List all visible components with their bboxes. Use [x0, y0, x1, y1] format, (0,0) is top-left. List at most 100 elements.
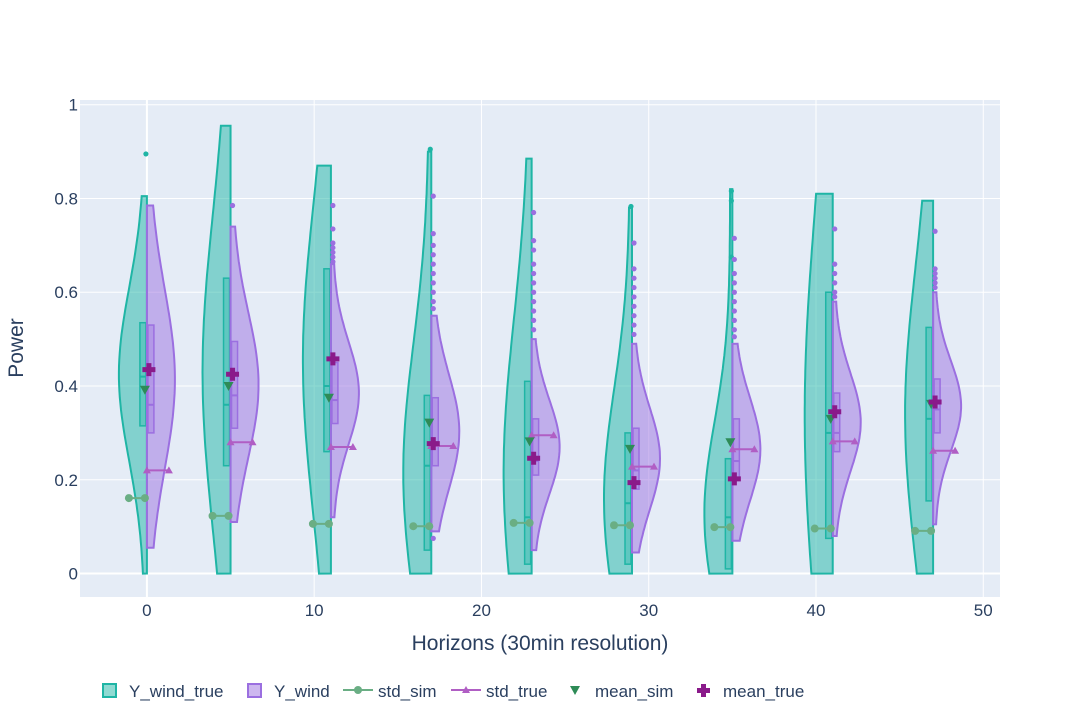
violin-y-wind-true-outlier — [427, 146, 433, 152]
std-true-point — [951, 446, 960, 454]
legend-marker-std-sim — [354, 686, 362, 694]
mean-true-point — [226, 367, 240, 381]
violin-y-wind-outlier — [531, 247, 537, 253]
violin-y-wind-true-box — [925, 326, 933, 502]
violin-y-wind-shape — [329, 263, 360, 519]
violin-y-wind-outlier — [531, 308, 537, 314]
mean-sim-point — [223, 382, 234, 392]
violin-y-wind-outlier — [631, 313, 637, 319]
mean-true-point — [627, 476, 641, 490]
std-sim-point — [525, 518, 534, 527]
std-sim-point — [826, 524, 835, 533]
markers-layer — [124, 352, 960, 535]
violin-y-wind-true-outlier — [628, 203, 634, 210]
violin-y-wind-outlier — [932, 270, 938, 277]
y-tick-label: 0.2 — [54, 471, 78, 490]
legend-item-std-sim[interactable]: std_sim — [343, 682, 437, 701]
violin-y-wind-outlier — [631, 303, 637, 309]
violin-y-wind-outlier — [631, 284, 637, 291]
legend-label-mean-sim: mean_sim — [595, 682, 673, 701]
violin-y-wind-outlier — [631, 266, 637, 272]
y-tick-labels: 0 0.2 0.4 0.6 0.8 1 — [54, 96, 78, 584]
violin-y-wind-outlier — [731, 256, 737, 263]
violin-y-wind-true-shape — [117, 195, 148, 575]
violin-y-wind-true-outlier — [728, 188, 734, 194]
violin-y-wind-outlier — [330, 249, 336, 255]
violin-y-wind-outlier — [229, 202, 236, 209]
legend-label-y-wind-true: Y_wind_true — [129, 682, 224, 701]
violin-y-wind-outlier — [330, 245, 336, 251]
violin-y-wind-true-box — [523, 380, 532, 565]
violin-y-wind-outlier — [731, 270, 737, 277]
std-sim-point — [409, 522, 418, 531]
legend-item-std-true[interactable]: std_true — [451, 682, 547, 701]
violin-y-wind-outlier — [631, 331, 637, 338]
legend-item-mean-true[interactable]: mean_true — [697, 682, 804, 701]
std-sim-point — [927, 526, 936, 535]
mean-sim-point — [524, 437, 535, 447]
violin-y-wind-box — [147, 324, 155, 434]
violin-y-wind-outlier — [430, 306, 436, 312]
violin-y-wind-outlier — [330, 226, 336, 232]
legend-marker-mean-sim — [570, 686, 580, 695]
std-sim-point — [308, 519, 317, 528]
violin-y-wind-outlier — [531, 270, 537, 277]
std-true-point — [449, 442, 458, 450]
legend-label-mean-true: mean_true — [723, 682, 804, 701]
mean-sim-point — [625, 444, 635, 454]
std-sim-point — [626, 521, 634, 530]
violin-y-wind-outlier — [731, 235, 737, 241]
std-sim-point — [208, 511, 217, 520]
legend-label-std-true: std_true — [486, 682, 547, 701]
mean-true-point — [527, 451, 541, 465]
legend-swatch-y-wind — [247, 683, 262, 698]
x-tick-label: 50 — [974, 601, 993, 620]
violin-y-wind-outlier — [330, 259, 336, 265]
x-axis-title: Horizons (30min resolution) — [412, 632, 669, 655]
violin-y-wind-outlier — [430, 261, 436, 267]
std-true-point — [527, 431, 536, 439]
violin-y-wind-outlier — [430, 231, 436, 237]
std-sim-point — [710, 523, 719, 532]
y-tick-label: 0.6 — [54, 283, 78, 302]
std-sim-point — [124, 494, 133, 503]
violin-y-wind-true-box — [724, 457, 733, 570]
std-true-point — [549, 431, 558, 439]
violin-y-wind-shape — [631, 342, 662, 554]
legend-item-y-wind[interactable]: Y_wind — [247, 682, 330, 701]
violin-y-wind-outlier — [430, 280, 436, 286]
violin-y-wind-outlier — [631, 275, 637, 281]
violin-y-wind-outlier — [531, 299, 537, 305]
std-sim-point — [810, 524, 819, 533]
violin-y-wind-outlier — [430, 535, 436, 541]
std-true-point — [142, 466, 151, 474]
violin-y-wind-outlier — [832, 226, 838, 232]
violin-y-wind-shape — [229, 225, 260, 524]
violin-y-wind-outlier — [731, 317, 737, 323]
x-tick-label: 20 — [472, 601, 491, 620]
mean-sim-point — [323, 393, 334, 403]
violin-y-wind-outlier — [932, 280, 938, 286]
violin-y-wind-outlier — [330, 240, 336, 246]
violin-y-wind-outlier — [330, 202, 336, 209]
violin-y-wind-outlier — [631, 240, 637, 246]
std-sim-point — [324, 519, 333, 528]
mean-sim-point — [139, 385, 150, 395]
std-true-point — [728, 445, 737, 453]
violin-y-wind-outlier — [832, 289, 838, 295]
std-sim-point — [509, 518, 518, 527]
std-sim-point — [140, 494, 149, 503]
violin-y-wind-outlier — [932, 266, 938, 272]
mean-sim-point — [725, 438, 736, 448]
mean-sim-point — [424, 418, 435, 428]
legend-item-y-wind-true[interactable]: Y_wind_true — [102, 682, 224, 701]
violin-y-wind-outlier — [832, 261, 838, 267]
violin-y-wind-outlier — [531, 280, 537, 286]
legend-marker-mean-true — [697, 684, 710, 697]
violin-y-wind-outlier — [832, 270, 838, 277]
violin-y-wind-outlier — [731, 334, 737, 340]
std-sim-point — [726, 523, 735, 532]
legend-item-mean-sim[interactable]: mean_sim — [570, 682, 673, 701]
std-true-point — [850, 437, 859, 445]
y-tick-label: 0 — [69, 565, 78, 584]
